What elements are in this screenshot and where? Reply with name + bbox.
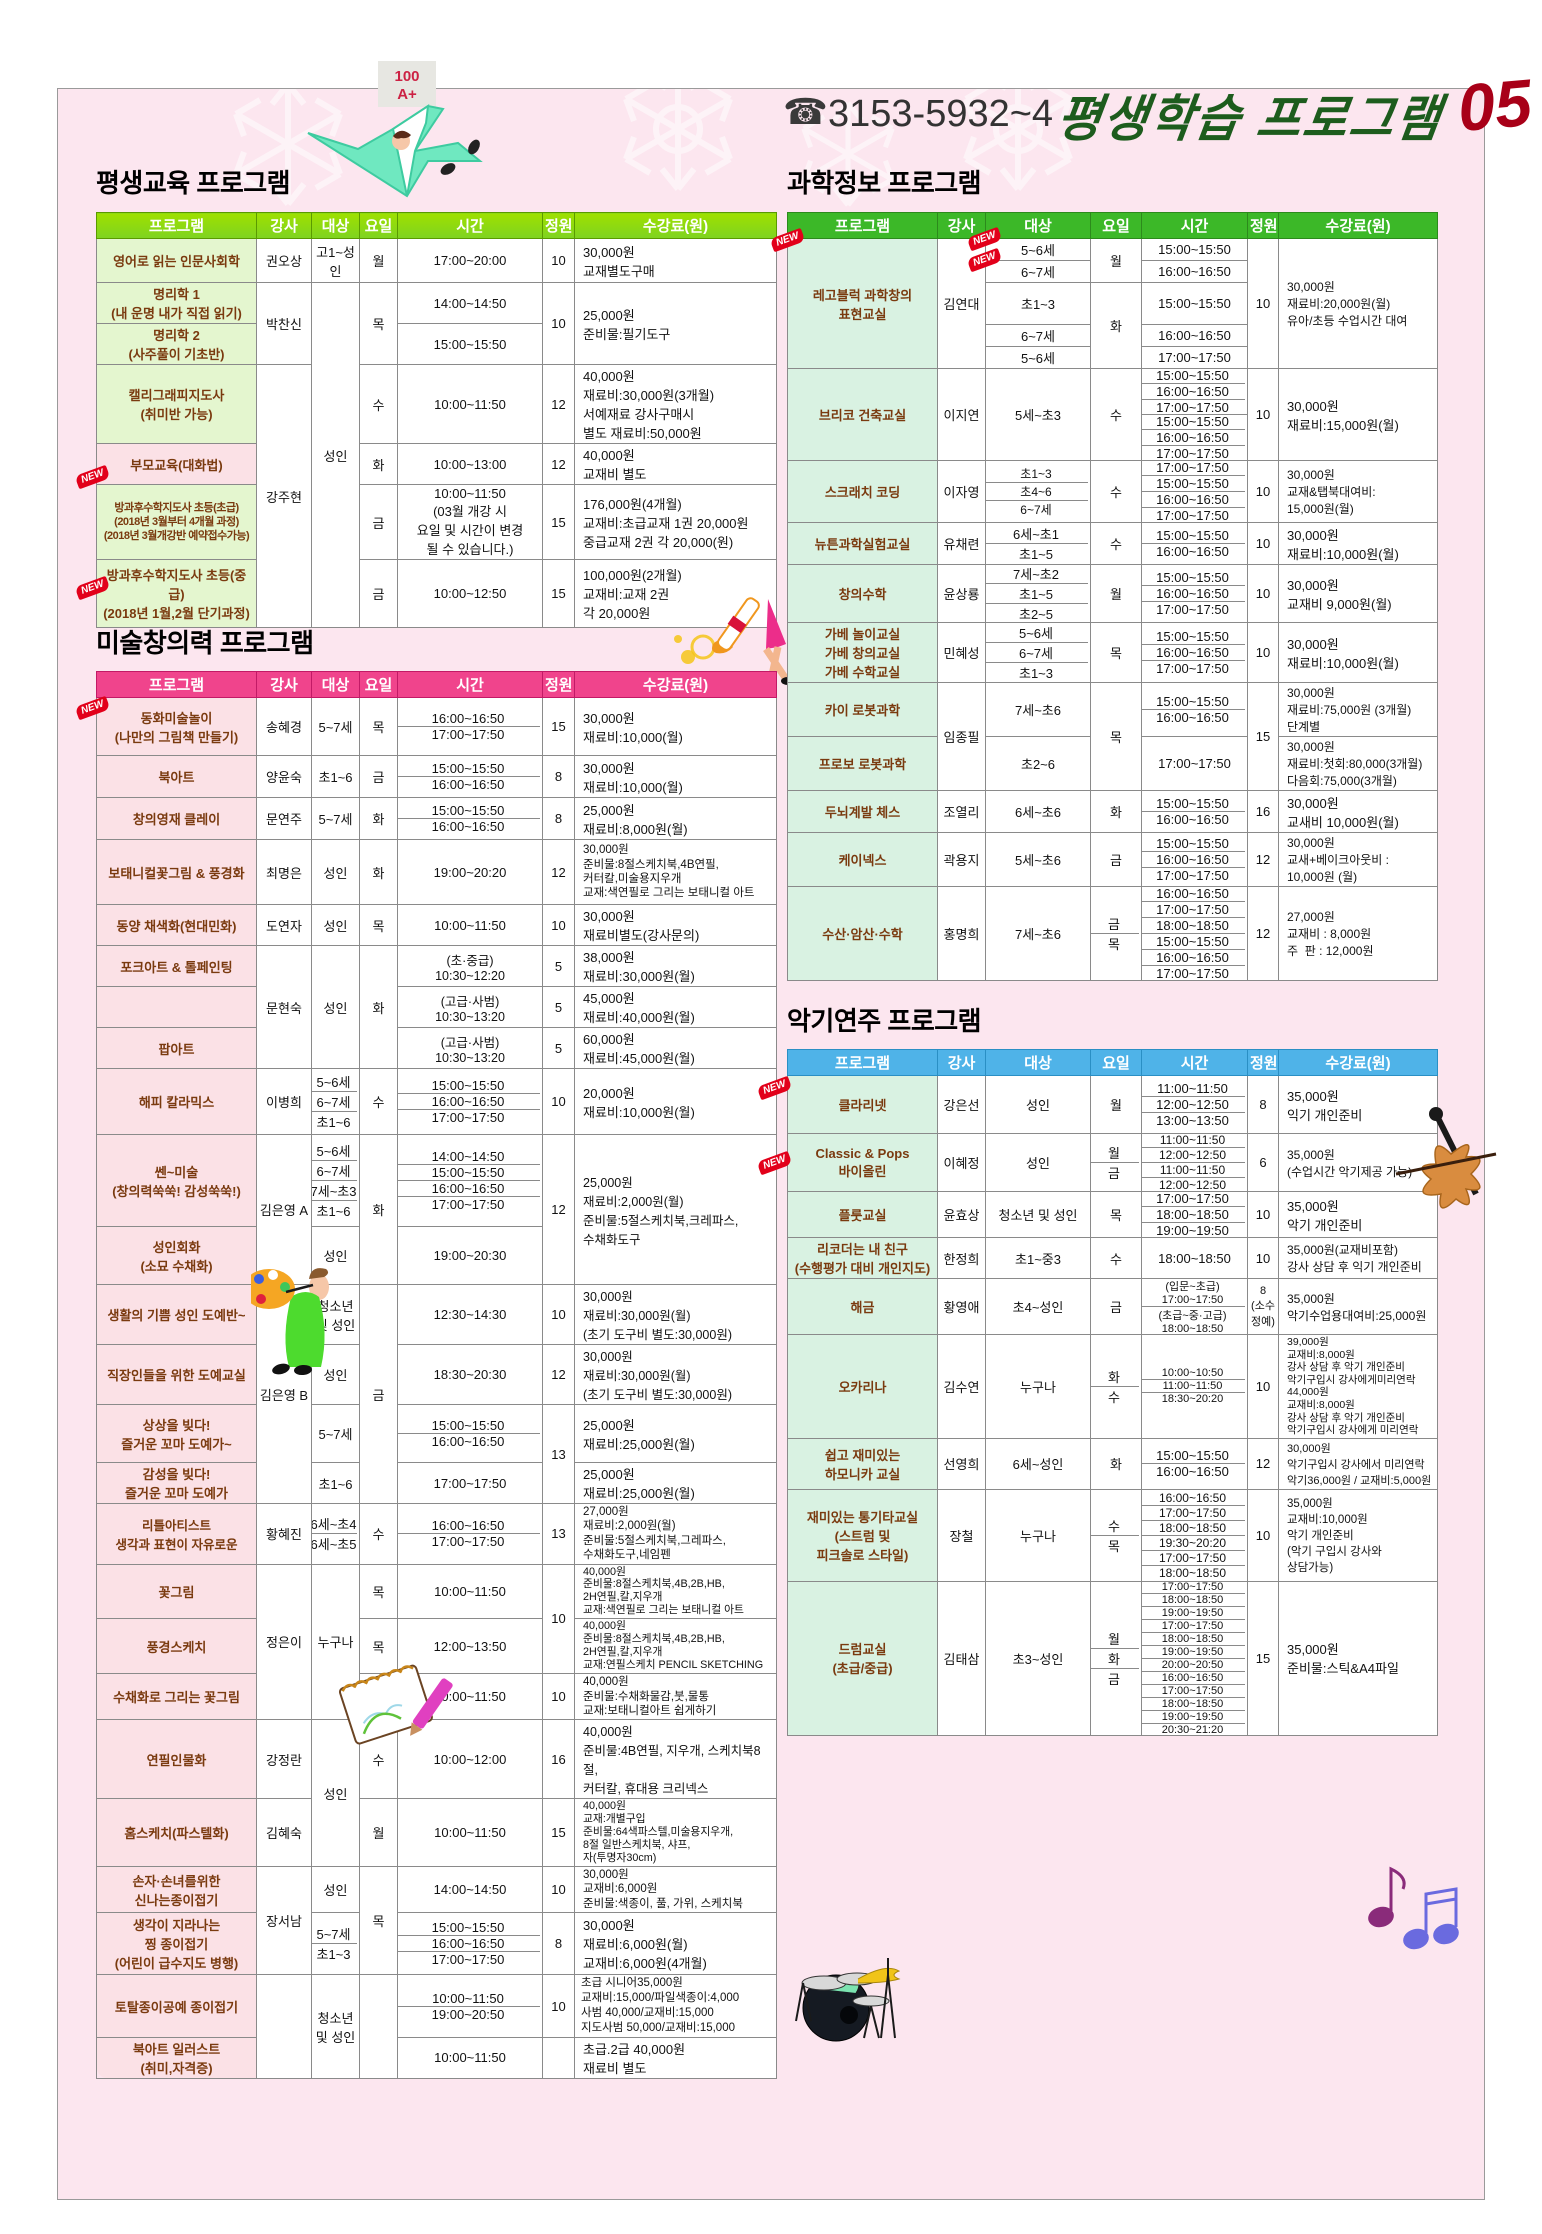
svg-text:100: 100 [394,68,419,85]
svg-text:A+: A+ [397,86,417,103]
